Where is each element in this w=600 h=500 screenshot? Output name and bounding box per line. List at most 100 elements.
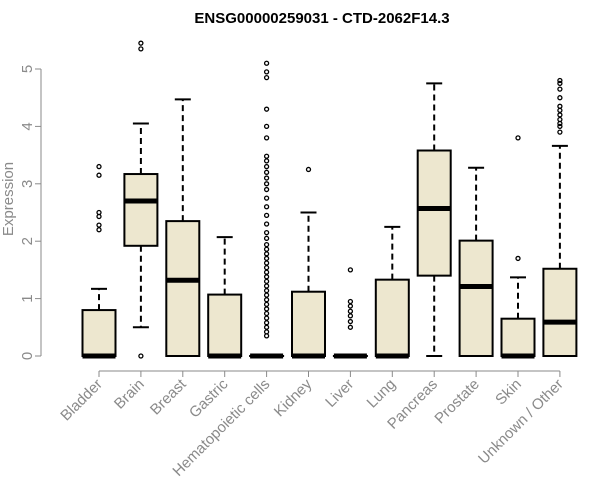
outlier-point — [263, 212, 270, 219]
outlier-point — [263, 195, 270, 201]
outlier-point — [263, 306, 270, 312]
y-tick-label: 4 — [19, 122, 36, 130]
outlier-point — [138, 353, 144, 359]
outlier-point — [96, 209, 102, 216]
outlier-point — [96, 227, 102, 233]
y-tick-label: 3 — [19, 180, 36, 188]
outlier-point — [347, 308, 354, 314]
outlier-point — [263, 123, 270, 130]
box-group — [165, 98, 201, 357]
y-tick-label: 5 — [19, 65, 36, 73]
box — [123, 173, 159, 247]
outlier-point — [263, 163, 270, 170]
box — [81, 309, 117, 357]
box-group — [500, 135, 536, 359]
box — [291, 290, 326, 358]
box-group — [542, 77, 578, 358]
outlier-point — [263, 287, 270, 294]
outlier-point — [347, 318, 354, 325]
y-axis: 0 1 2 3 4 5 — [19, 65, 42, 360]
x-tick-label: Lung — [364, 376, 400, 412]
x-tick-label: Skin — [492, 376, 525, 409]
outlier-point — [263, 324, 270, 330]
outlier-point — [347, 303, 354, 309]
outlier-point — [263, 292, 270, 298]
outlier-point — [263, 329, 270, 335]
box-group — [332, 267, 368, 359]
outlier-point — [263, 221, 270, 227]
box — [165, 220, 201, 357]
outlier-point — [263, 297, 270, 303]
outlier-point — [263, 283, 270, 289]
outlier-point — [263, 74, 270, 81]
box-group — [81, 163, 117, 359]
outlier-point — [263, 158, 270, 164]
box — [458, 239, 494, 358]
outlier-point — [263, 255, 270, 262]
outlier-point — [263, 106, 270, 112]
box-group — [249, 60, 285, 359]
x-tick-label: Brain — [111, 376, 148, 413]
outlier-point — [305, 166, 312, 173]
y-tick-label: 0 — [19, 352, 36, 360]
chart-title: ENSG00000259031 - CTD-2062F14.3 — [194, 10, 449, 27]
outlier-point — [515, 255, 521, 262]
outlier-point — [263, 181, 270, 187]
outlier-point — [557, 86, 563, 92]
box — [500, 317, 536, 358]
outlier-point — [347, 298, 354, 305]
y-tick-label: 2 — [19, 237, 36, 245]
outlier-point — [263, 278, 270, 285]
plot-area — [81, 40, 578, 359]
outlier-point — [263, 246, 270, 252]
outlier-point — [138, 40, 144, 46]
x-tick-label: Breast — [147, 375, 190, 418]
outlier-point — [557, 77, 563, 84]
outlier-point — [263, 153, 270, 159]
outlier-point — [263, 229, 270, 236]
outlier-point — [96, 172, 102, 178]
box-group — [291, 166, 326, 359]
outlier-point — [263, 186, 270, 193]
outlier-point — [515, 135, 521, 141]
outlier-point — [557, 80, 563, 86]
outlier-point — [263, 135, 270, 141]
box-group — [207, 236, 243, 359]
outlier-point — [263, 274, 270, 280]
box-group — [123, 40, 159, 359]
outlier-point — [138, 46, 144, 52]
outlier-point — [263, 264, 270, 271]
box — [416, 149, 452, 277]
outlier-point — [263, 241, 270, 248]
y-tick-label: 1 — [19, 294, 36, 302]
outlier-point — [557, 129, 563, 135]
outlier-point — [263, 301, 270, 307]
outlier-point — [347, 267, 354, 273]
outlier-point — [263, 69, 270, 75]
outlier-point — [263, 60, 270, 66]
outlier-point — [263, 175, 270, 181]
outlier-point — [263, 269, 270, 275]
outlier-point — [347, 324, 354, 330]
outlier-point — [557, 116, 563, 123]
x-tick-label: Kidney — [271, 375, 316, 420]
box-group — [374, 225, 410, 359]
x-tick-label: Liver — [322, 376, 357, 411]
outlier-point — [557, 103, 563, 109]
outlier-point — [347, 313, 354, 319]
outlier-point — [557, 112, 563, 118]
outlier-point — [263, 320, 270, 326]
outlier-point — [263, 235, 270, 241]
outlier-point — [96, 163, 102, 170]
x-tick-label: Bladder — [57, 376, 106, 425]
outlier-point — [557, 95, 563, 101]
box — [542, 267, 578, 358]
y-axis-label: Expression — [0, 162, 17, 236]
outlier-point — [263, 169, 270, 175]
x-tick-label: Prostate — [431, 376, 483, 428]
outlier-point — [263, 204, 270, 210]
box — [207, 293, 243, 357]
box — [374, 278, 410, 357]
outlier-point — [263, 260, 270, 266]
